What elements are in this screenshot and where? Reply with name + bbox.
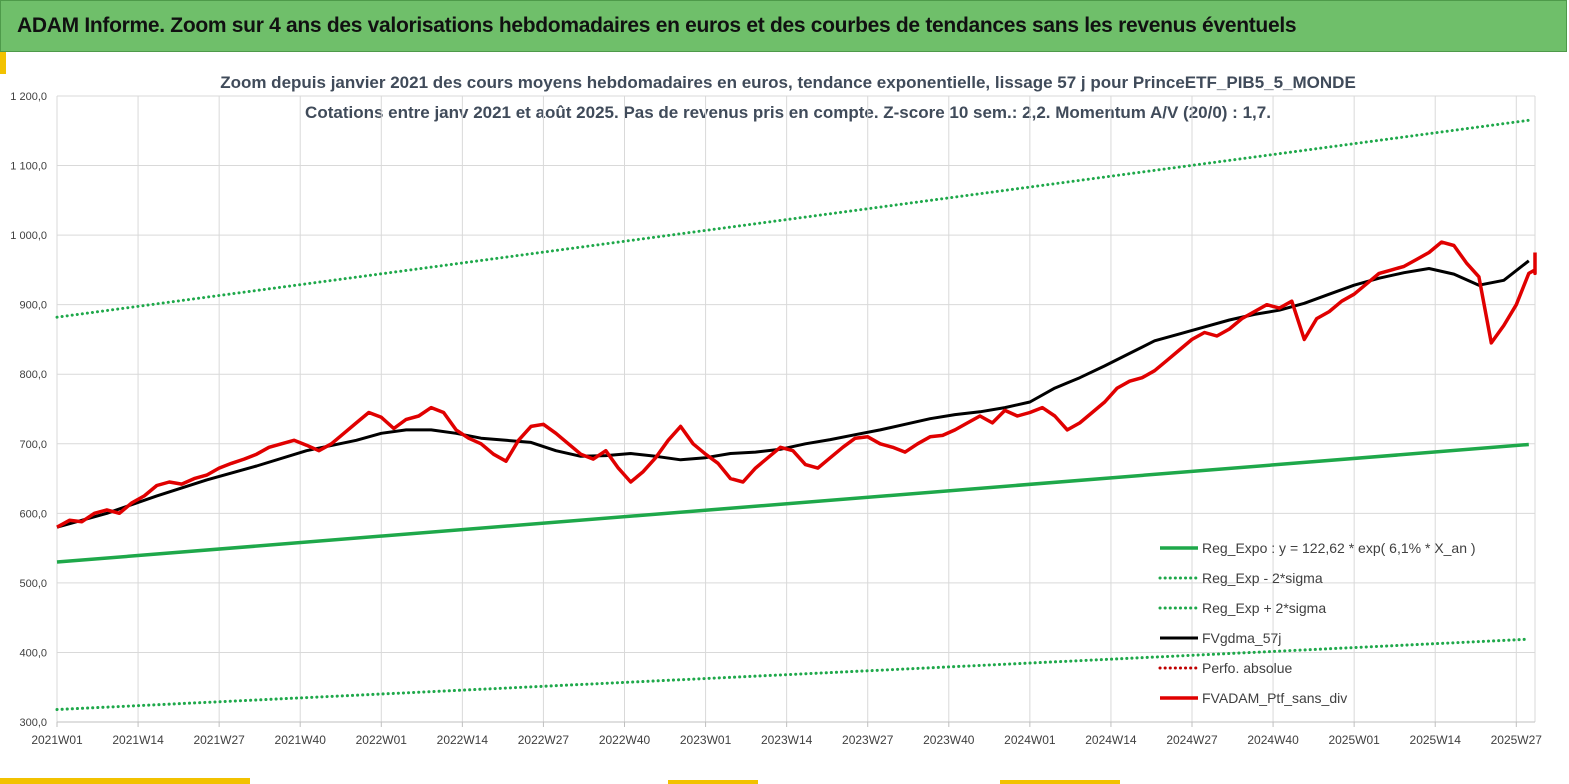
y-tick-label: 1 200,0 <box>10 91 47 103</box>
series-line-reg-expo-y-122-62-exp-6-1-x-an <box>56 442 1529 564</box>
grid-lines <box>56 95 1536 723</box>
x-tick-label: 2024W01 <box>1004 733 1056 747</box>
series-line-fvadam-ptf-sans-div <box>56 240 1537 529</box>
x-tick-label: 2021W14 <box>112 733 164 747</box>
x-tick-label: 2022W40 <box>599 733 651 747</box>
x-tick-label: 2021W40 <box>275 733 327 747</box>
x-tick-label: 2023W27 <box>842 733 894 747</box>
y-tick-label: 1 100,0 <box>10 161 47 173</box>
y-tick-label: 900,0 <box>19 300 47 312</box>
x-tick-label: 2023W14 <box>761 733 813 747</box>
y-axis: 300,0 400,0 500,0 600,0 700,0 800,0 900,0 1 000… <box>10 91 47 729</box>
legend-label: FVADAM_Ptf_sans_div <box>1202 690 1347 706</box>
x-tick-label: 2025W14 <box>1410 733 1462 747</box>
plot-lines <box>55 118 1537 711</box>
y-tick-label: 400,0 <box>19 647 47 659</box>
report-banner: ADAM Informe. Zoom sur 4 ans des valoris… <box>0 0 1567 52</box>
legend-label: FVgdma_57j <box>1202 630 1281 646</box>
x-tick-label: 2024W40 <box>1247 733 1299 747</box>
x-tick-label: 2024W14 <box>1085 733 1137 747</box>
series-line-reg-exp-2-sigma <box>55 118 1531 319</box>
y-tick-label: 1 000,0 <box>10 230 47 242</box>
legend-label: Reg_Expo : y = 122,62 * exp( 6,1% * X_an… <box>1202 540 1476 556</box>
chart-title: Zoom depuis janvier 2021 des cours moyen… <box>220 73 1356 92</box>
chart-area: Zoom depuis janvier 2021 des cours moyen… <box>10 73 1543 747</box>
accent-bar-bottom-left <box>0 778 250 784</box>
series-line-fvgdma-57j <box>56 259 1530 529</box>
x-tick-label: 2025W27 <box>1491 733 1543 747</box>
y-tick-label: 500,0 <box>19 578 47 590</box>
report-title: ADAM Informe. Zoom sur 4 ans des valoris… <box>17 14 1297 37</box>
x-tick-label: 2022W27 <box>518 733 570 747</box>
series-line-reg-exp-2-sigma <box>55 637 1531 711</box>
legend-label: Reg_Exp - 2*sigma <box>1202 570 1323 586</box>
x-tick-label: 2023W40 <box>923 733 975 747</box>
legend-label: Reg_Exp + 2*sigma <box>1202 600 1326 616</box>
x-axis: 2021W01 2021W14 2021W27 2021W40 2022W01 2022W… <box>31 721 1543 747</box>
x-tick-label: 2024W27 <box>1166 733 1218 747</box>
legend-label: Perfo. absolue <box>1202 660 1292 676</box>
y-tick-label: 700,0 <box>19 439 47 451</box>
y-tick-label: 600,0 <box>19 508 47 520</box>
x-tick-label: 2025W01 <box>1328 733 1380 747</box>
x-tick-label: 2021W01 <box>31 733 83 747</box>
chart-subtitle: Cotations entre janv 2021 et août 2025. … <box>305 103 1271 122</box>
y-tick-label: 800,0 <box>19 369 47 381</box>
accent-bar-left <box>0 52 6 74</box>
x-tick-label: 2021W27 <box>193 733 245 747</box>
accent-bar-bottom-right <box>1000 780 1120 784</box>
x-tick-label: 2022W14 <box>437 733 489 747</box>
x-tick-label: 2022W01 <box>356 733 408 747</box>
legend: Reg_Expo : y = 122,62 * exp( 6,1% * X_an… <box>1158 540 1476 706</box>
accent-bar-bottom-mid <box>668 780 758 784</box>
y-tick-label: 300,0 <box>19 717 47 729</box>
x-tick-label: 2023W01 <box>680 733 732 747</box>
